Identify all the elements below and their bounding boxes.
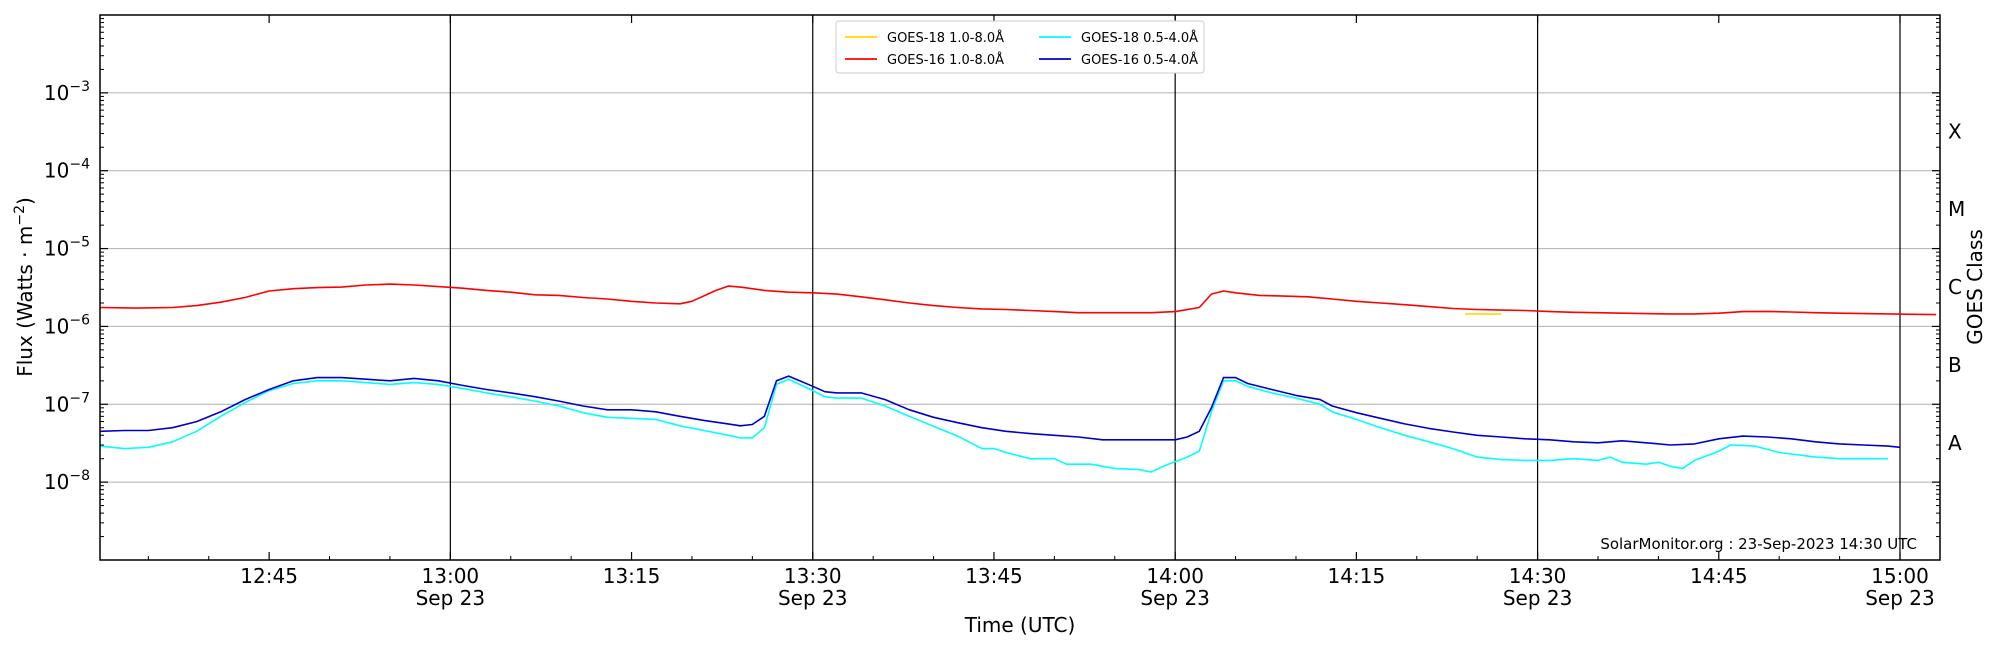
- legend-label: GOES-18 1.0-8.0Å: [887, 30, 1004, 46]
- x-tick-label: 15:00: [1871, 564, 1929, 588]
- y-axis-title-exponent: −2: [12, 205, 28, 226]
- legend: GOES-18 1.0-8.0Å GOES-18 0.5-4.0Å GOES-16 …: [835, 20, 1205, 74]
- x-tick-date-label: Sep 23: [1140, 586, 1210, 610]
- goes-class-label: M: [1948, 197, 1965, 221]
- series-line: [99, 378, 1888, 473]
- y-axis-title: Flux (Watts · m−2): [12, 197, 37, 377]
- plot-frame: [99, 14, 1941, 561]
- goes-class-label: X: [1948, 119, 1962, 143]
- x-tick-label: 13:45: [965, 564, 1023, 588]
- y-tick-label: 10−4: [44, 157, 90, 183]
- x-tick-label: 12:45: [240, 564, 298, 588]
- goes-class-label: B: [1948, 353, 1962, 377]
- goes-class-label: C: [1948, 275, 1962, 299]
- series-line: [99, 375, 1901, 449]
- x-tick-date-label: Sep 23: [416, 586, 486, 610]
- x-tick-label: 14:45: [1690, 564, 1748, 588]
- y-tick-label: 10−7: [44, 390, 90, 416]
- legend-label: GOES-16 1.0-8.0Å: [887, 52, 1004, 68]
- flux-series: [99, 283, 1937, 473]
- y-tick-label: 10−3: [44, 79, 90, 105]
- y-tick-label: 10−6: [44, 312, 90, 338]
- x-tick-date-label: Sep 23: [1865, 586, 1935, 610]
- goes-class-axis-title: GOES Class: [1963, 229, 1987, 345]
- x-tick-label: 13:15: [603, 564, 661, 588]
- day-time-markers: [449, 15, 1901, 560]
- x-tick-date-label: Sep 23: [778, 586, 848, 610]
- x-tick-label: 14:00: [1146, 564, 1204, 588]
- x-tick-label: 13:00: [422, 564, 480, 588]
- legend-label: GOES-18 0.5-4.0Å: [1081, 30, 1198, 46]
- y-tick-label: 10−5: [44, 235, 90, 261]
- x-tick-label: 14:15: [1328, 564, 1386, 588]
- goes-class-label: A: [1948, 431, 1962, 455]
- y-axis-title-close: ): [13, 197, 37, 205]
- grid-lines: [100, 92, 1940, 483]
- y-axis-title-main: Flux (Watts · m: [13, 226, 37, 377]
- x-tick-label: 14:30: [1509, 564, 1567, 588]
- series-line: [99, 283, 1937, 316]
- y-tick-label: 10−8: [44, 468, 90, 494]
- axis-ticks: [100, 15, 1940, 560]
- credit-text: SolarMonitor.org : 23-Sep-2023 14:30 UTC: [1600, 535, 1917, 553]
- x-tick-date-label: Sep 23: [1503, 586, 1573, 610]
- legend-box: [835, 20, 1205, 74]
- x-axis-title: Time (UTC): [964, 613, 1076, 637]
- legend-label: GOES-16 0.5-4.0Å: [1081, 52, 1198, 68]
- x-tick-label: 13:30: [784, 564, 842, 588]
